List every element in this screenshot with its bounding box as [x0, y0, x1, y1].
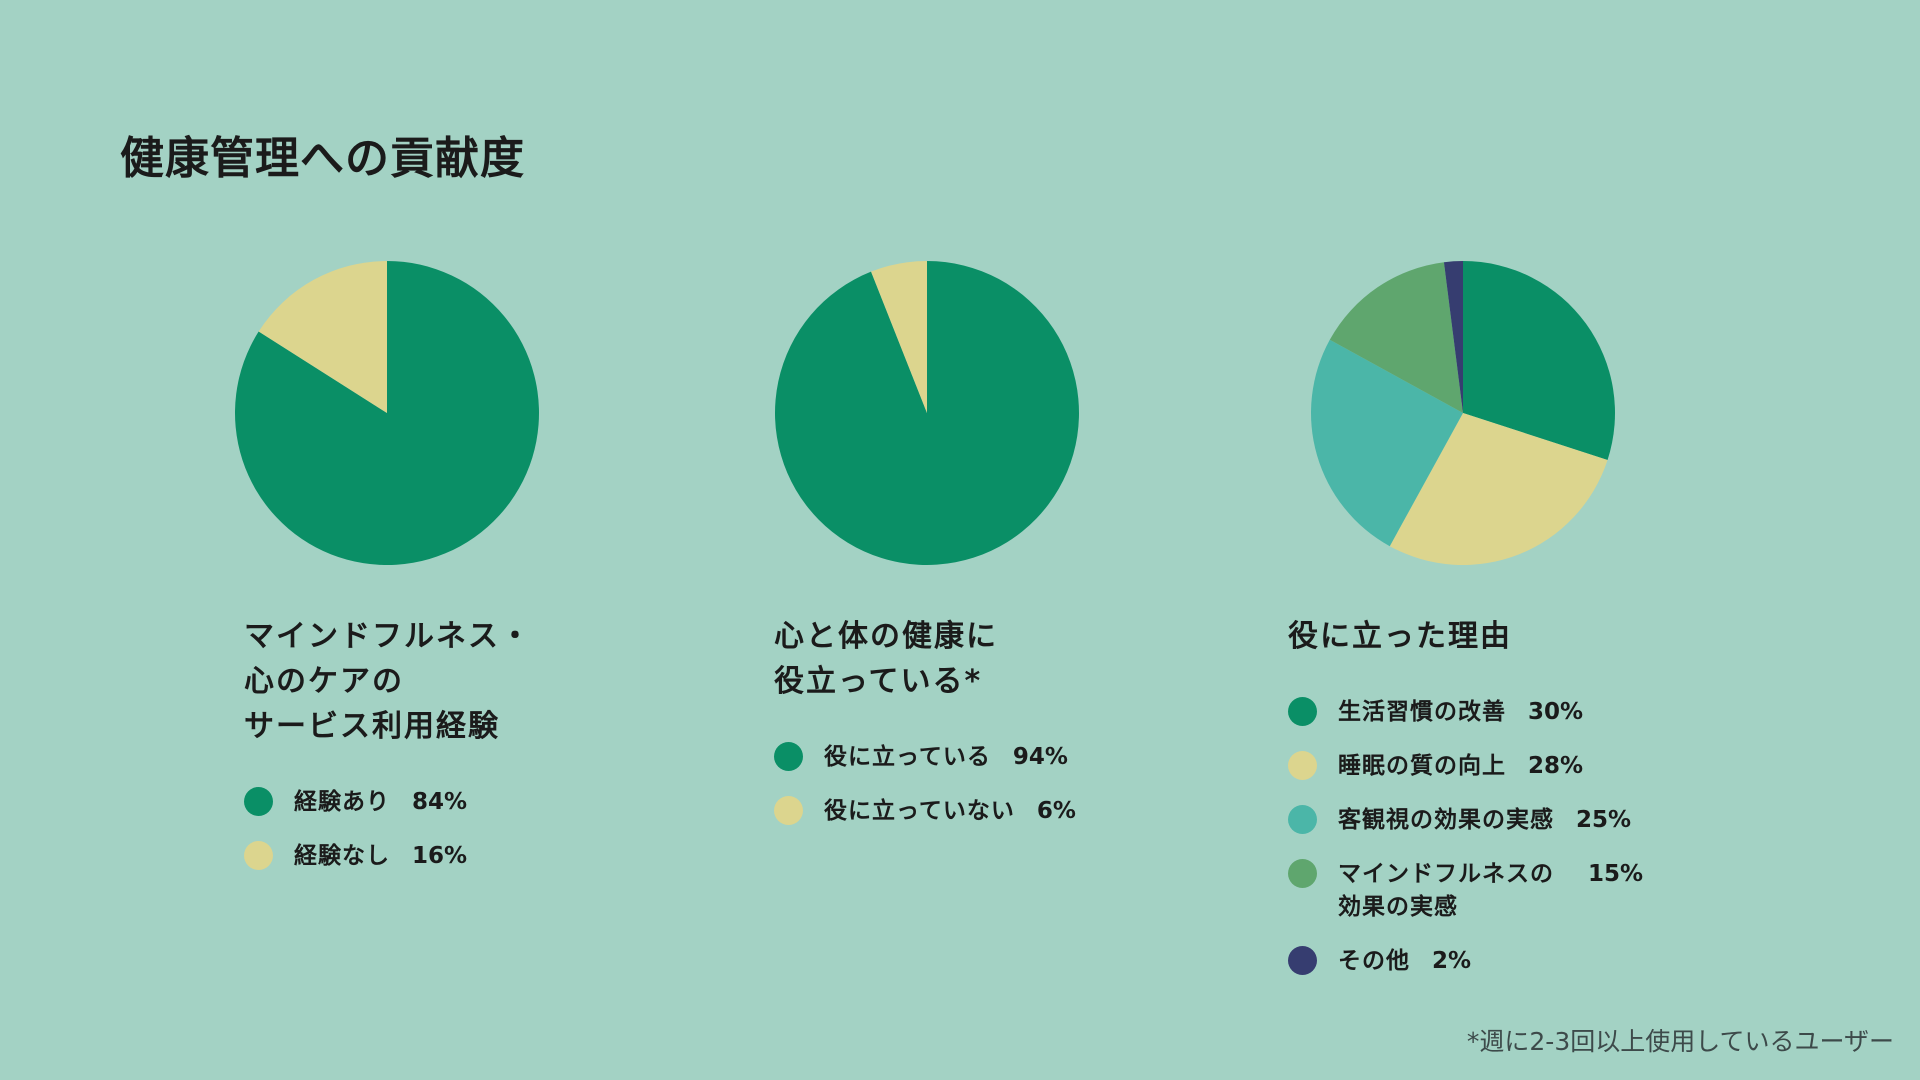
legend-value: 2%	[1432, 948, 1472, 974]
pie-slice	[1389, 413, 1608, 565]
legend-dot	[774, 796, 803, 825]
pie-slice	[1311, 339, 1463, 547]
legend-dot	[1288, 805, 1317, 834]
pie-chart-reasons	[1311, 261, 1615, 565]
legend-item: その他 2%	[1288, 945, 1643, 978]
chart-title-health-helpful: 心と体の健康に 役立っている*	[774, 619, 998, 699]
legend-reasons: 生活習慣の改善 30% 睡眠の質の向上 28% 客観視の効果の実感 25% マイ…	[1288, 696, 1643, 999]
legend-value: 25%	[1576, 807, 1632, 833]
legend-item: マインドフルネスの 効果の実感 15%	[1288, 858, 1643, 924]
legend-health-helpful: 役に立っている 94% 役に立っていない 6%	[774, 741, 1076, 849]
pie-slice	[1329, 262, 1463, 413]
chart-title-reasons: 役に立った理由	[1288, 619, 1512, 654]
legend-label: 生活習慣の改善	[1338, 699, 1506, 725]
chart-title-service-experience: マインドフルネス・ 心のケアの サービス利用経験	[244, 619, 532, 744]
pie-slice	[1443, 261, 1463, 413]
legend-item: 役に立っている 94%	[774, 741, 1076, 774]
legend-value: 16%	[412, 843, 468, 869]
legend-dot	[244, 841, 273, 870]
legend-dot	[1288, 751, 1317, 780]
legend-label: 睡眠の質の向上	[1338, 753, 1506, 779]
legend-label: 客観視の効果の実感	[1338, 807, 1554, 833]
legend-value: 28%	[1528, 753, 1584, 779]
footnote: *週に2-3回以上使用しているユーザー	[1466, 1027, 1894, 1056]
legend-dot	[774, 742, 803, 771]
legend-dot	[1288, 697, 1317, 726]
legend-item: 役に立っていない 6%	[774, 795, 1076, 828]
page-title: 健康管理への貢献度	[120, 133, 525, 184]
legend-item: 睡眠の質の向上 28%	[1288, 750, 1643, 783]
legend-dot	[1288, 946, 1317, 975]
legend-label: その他	[1338, 948, 1410, 974]
legend-label: 役に立っている	[824, 744, 991, 770]
pie-slice	[871, 261, 927, 413]
legend-item: 経験あり 84%	[244, 786, 467, 819]
legend-item: 客観視の効果の実感 25%	[1288, 804, 1643, 837]
pie-slice	[258, 261, 387, 413]
legend-item: 生活習慣の改善 30%	[1288, 696, 1643, 729]
pie-slice	[1463, 261, 1615, 460]
legend-value: 6%	[1036, 798, 1076, 824]
legend-service-experience: 経験あり 84% 経験なし 16%	[244, 786, 467, 894]
legend-value: 15%	[1588, 861, 1644, 887]
legend-dot	[244, 787, 273, 816]
legend-label: 経験なし	[294, 843, 390, 869]
legend-value: 84%	[412, 789, 468, 815]
legend-label: マインドフルネスの 効果の実感	[1338, 861, 1554, 920]
pie-chart-service-experience	[235, 261, 539, 565]
legend-label: 役に立っていない	[824, 798, 1015, 824]
legend-item: 経験なし 16%	[244, 840, 467, 873]
pie-chart-health-helpful	[775, 261, 1079, 565]
legend-value: 94%	[1012, 744, 1068, 770]
legend-label: 経験あり	[294, 789, 390, 815]
legend-dot	[1288, 859, 1317, 888]
legend-value: 30%	[1528, 699, 1584, 725]
